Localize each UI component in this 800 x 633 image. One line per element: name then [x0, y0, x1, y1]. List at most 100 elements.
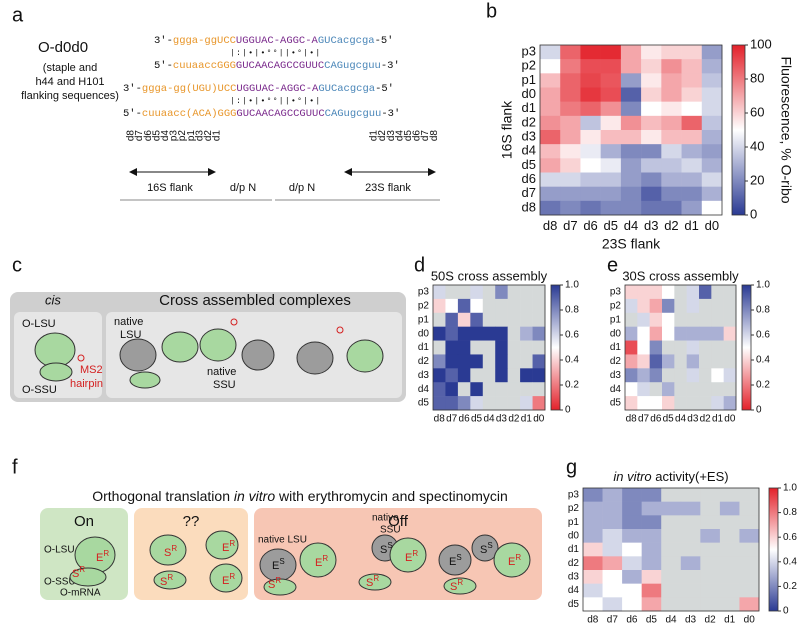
heatmap-cell [711, 396, 724, 411]
flank-tick: d4 [394, 130, 405, 142]
y-tick-label: d2 [610, 356, 622, 367]
heatmap-cell [482, 298, 496, 314]
heatmap-cell [719, 515, 740, 530]
heatmap-cell [495, 396, 508, 411]
x-tick-label: d4 [675, 414, 687, 425]
superscript: R [229, 572, 235, 581]
heatmap-cell [495, 340, 508, 355]
ribosome [263, 578, 297, 596]
heatmap-cell [641, 172, 662, 187]
seq-part: GUCAACAGCCGUUC [236, 60, 324, 72]
colorbar-tick-label: 0 [565, 405, 571, 416]
x-axis-label: 23S flank [602, 236, 661, 252]
heatmap-cell [507, 298, 521, 314]
title-part: in vitro [234, 488, 275, 504]
heatmap-cell [457, 326, 471, 341]
heatmap-cell [641, 570, 662, 584]
heatmap-cell [661, 488, 682, 502]
heatmap-cell [700, 570, 721, 584]
x-tick-label: d8 [434, 414, 446, 425]
letter: E [222, 542, 229, 554]
heatmap-cell [560, 59, 581, 74]
heatmap-cell [680, 542, 701, 557]
heatmap-cell [680, 570, 701, 584]
colorbar-tick-label: 0.8 [783, 507, 797, 518]
flank-tick: d3 [194, 130, 205, 142]
heatmap-cell [532, 285, 546, 300]
x-tick-label: d2 [664, 218, 678, 233]
y-tick-label: p2 [568, 503, 580, 514]
heatmap-cell [661, 130, 682, 145]
heatmap-cell [600, 172, 622, 187]
heatmap-cell [662, 326, 675, 341]
heatmap-cell [540, 200, 561, 216]
ribosome [161, 331, 199, 363]
heatmap-cell [433, 382, 446, 397]
heatmap-cell [662, 340, 675, 355]
heatmap-cell [723, 298, 737, 314]
ribosome [493, 542, 531, 578]
heatmap-cell [662, 312, 675, 327]
heatmap-cell [641, 101, 662, 117]
heatmap-cell [540, 101, 561, 117]
heatmap-cell [719, 597, 740, 612]
y-tick-label: d5 [568, 599, 580, 610]
heatmap-cell [580, 59, 601, 74]
heatmap-cell [600, 115, 622, 131]
ribosome [438, 544, 472, 576]
heatmap-cell [457, 298, 471, 314]
heading: Cross assembled complexes [159, 292, 351, 309]
box-title: On [74, 513, 94, 530]
heatmap-cell [532, 298, 546, 314]
y-axis-label: 16S flank [499, 100, 515, 159]
letter: E [315, 557, 322, 569]
heatmap-cell [560, 172, 581, 187]
label: LSU [120, 329, 141, 341]
x-tick-label: d3 [496, 414, 508, 425]
heatmap-cell [495, 354, 508, 369]
y-tick-label: d4 [610, 384, 622, 395]
x-tick-label: d0 [744, 615, 756, 626]
superscript: R [167, 573, 173, 582]
heatmap-cell [520, 326, 533, 341]
heatmap-cell [507, 285, 521, 300]
heatmap-cell [686, 340, 700, 355]
heatmap-cell [680, 556, 701, 571]
colorbar-tick-label: 0.4 [565, 355, 579, 366]
flank-tick: d8 [126, 130, 137, 142]
letter: S [160, 576, 167, 588]
superscript: R [515, 553, 521, 562]
heatmap-cell [560, 144, 581, 159]
heatmap-cell [622, 529, 642, 543]
heatmap-cell [482, 312, 496, 327]
heatmap-cell [540, 45, 561, 60]
flank-tick: d5 [151, 130, 162, 142]
heatmap-cell [661, 515, 682, 530]
heatmap-cell [739, 556, 760, 571]
heatmap-cell [507, 312, 521, 327]
heatmap-cell [661, 87, 682, 102]
heatmap-cell [457, 354, 471, 369]
heatmap-cell [699, 382, 712, 397]
heatmap-cell [482, 382, 496, 397]
box-title: Off [388, 513, 409, 530]
heatmap-cell [686, 298, 700, 314]
heatmap-cell [600, 158, 622, 173]
heatmap-cell [701, 186, 723, 202]
heatmap-cell [580, 73, 601, 88]
heatmap-cell [560, 186, 581, 202]
colorbar-label: Fluorescence, % O-ribo [778, 56, 794, 203]
superscript: R [457, 578, 463, 587]
note: h44 and H101 [35, 76, 104, 88]
heatmap-cell [674, 285, 687, 300]
heading: cis [45, 292, 61, 307]
flank-tick: d6 [143, 130, 154, 142]
x-tick-label: d1 [724, 615, 736, 626]
heatmap-cell [620, 172, 642, 187]
flank-label: 23S flank [365, 182, 411, 194]
colorbar-tick-label: 0.6 [565, 330, 579, 341]
dp-label: d/p N [230, 182, 256, 194]
heatmap-cell [495, 382, 508, 397]
heatmap-cell [649, 285, 663, 300]
box-title: ?? [183, 513, 200, 530]
